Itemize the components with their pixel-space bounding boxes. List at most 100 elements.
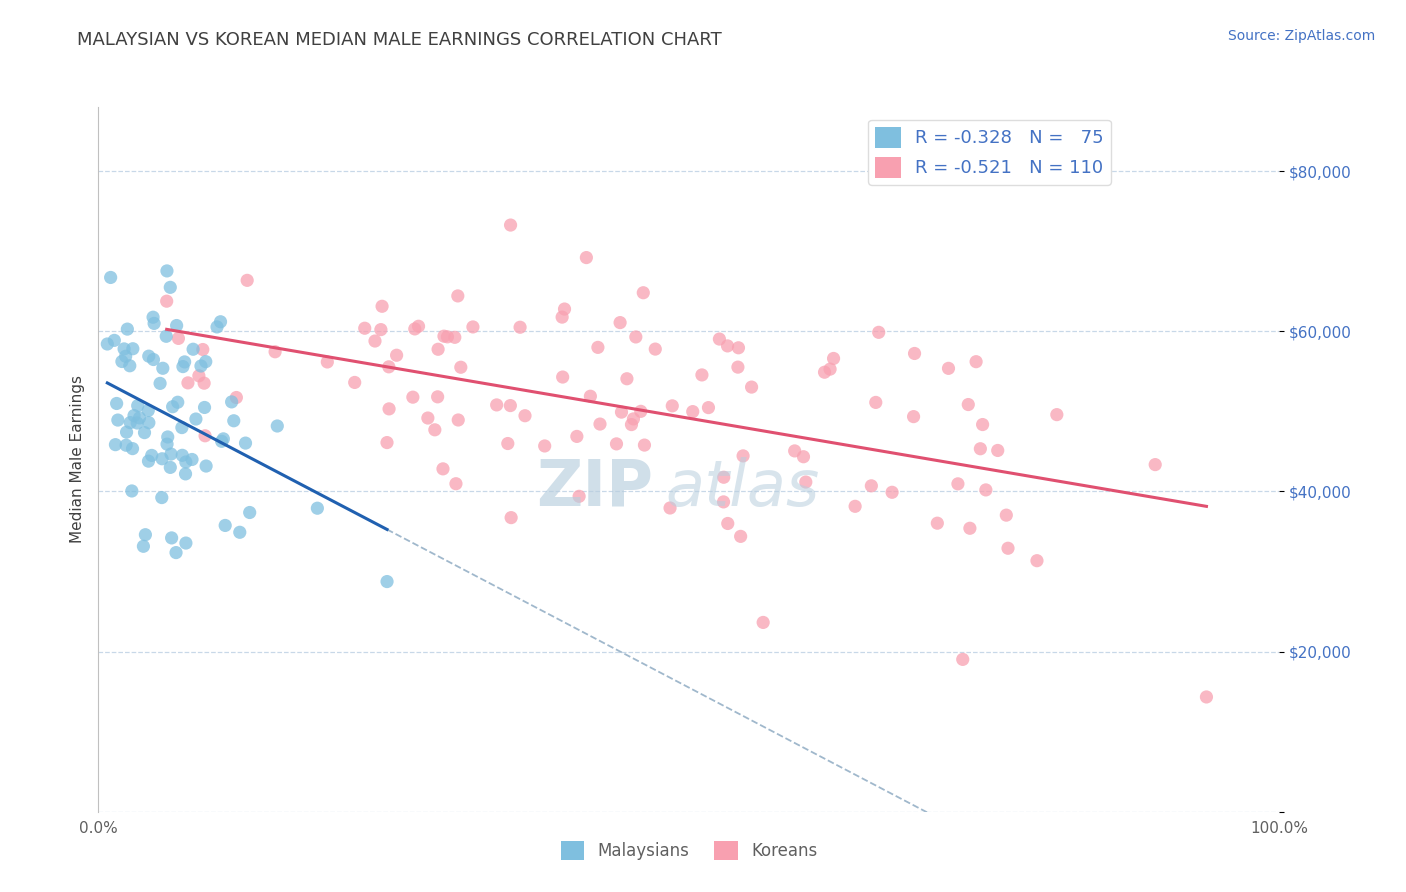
Point [823, 351, 845, 366]
Point [115, 438, 138, 452]
Point [727, 360, 749, 375]
Point [813, 365, 835, 379]
Point [865, 395, 887, 409]
Point [141, 449, 163, 463]
Point [190, 359, 212, 373]
Point [156, 294, 179, 309]
Point [172, 359, 194, 374]
Point [1026, 554, 1049, 568]
Point [995, 508, 1018, 523]
Point [166, 318, 188, 333]
Point [111, 354, 134, 368]
Point [191, 343, 214, 357]
Point [172, 448, 194, 462]
Point [752, 615, 775, 630]
Point [551, 310, 574, 325]
Point [316, 355, 339, 369]
Text: ZIP: ZIP [537, 457, 654, 518]
Point [165, 545, 187, 559]
Point [630, 404, 652, 418]
Point [709, 332, 731, 346]
Point [450, 360, 472, 375]
Point [741, 380, 763, 394]
Point [644, 342, 666, 356]
Point [114, 349, 136, 363]
Point [150, 451, 173, 466]
Point [100, 270, 122, 285]
Point [156, 437, 179, 451]
Point [697, 401, 720, 415]
Point [194, 354, 217, 368]
Point [177, 376, 200, 390]
Point [138, 454, 160, 468]
Point [214, 518, 236, 533]
Point [633, 285, 655, 300]
Point [266, 419, 288, 434]
Point [501, 510, 523, 524]
Point [138, 416, 160, 430]
Point [184, 412, 207, 426]
Point [575, 251, 598, 265]
Point [264, 344, 287, 359]
Point [193, 376, 215, 391]
Point [427, 343, 450, 357]
Point [903, 409, 925, 424]
Point [174, 467, 197, 481]
Legend: Malaysians, Koreans: Malaysians, Koreans [554, 834, 824, 867]
Point [783, 444, 806, 458]
Point [159, 460, 181, 475]
Point [134, 425, 156, 440]
Point [444, 476, 467, 491]
Point [485, 398, 508, 412]
Point [149, 376, 172, 391]
Point [579, 389, 602, 403]
Point [229, 525, 252, 540]
Point [969, 442, 991, 456]
Point [127, 416, 149, 430]
Point [115, 425, 138, 439]
Point [609, 316, 631, 330]
Point [195, 458, 218, 473]
Point [307, 501, 329, 516]
Point [624, 330, 647, 344]
Point [432, 462, 454, 476]
Y-axis label: Median Male Earnings: Median Male Earnings [69, 376, 84, 543]
Point [222, 414, 245, 428]
Point [965, 354, 987, 368]
Point [716, 339, 738, 353]
Point [513, 409, 536, 423]
Point [103, 334, 125, 348]
Point [155, 329, 177, 343]
Point [142, 310, 165, 325]
Point [117, 322, 139, 336]
Point [152, 361, 174, 376]
Point [353, 321, 375, 335]
Point [166, 395, 188, 409]
Point [193, 401, 215, 415]
Point [436, 330, 458, 344]
Point [132, 539, 155, 553]
Point [375, 574, 398, 589]
Point [170, 420, 193, 434]
Point [616, 372, 638, 386]
Point [554, 301, 576, 316]
Point [173, 355, 195, 369]
Point [717, 516, 740, 531]
Point [433, 329, 456, 343]
Point [121, 442, 143, 456]
Point [121, 342, 143, 356]
Point [972, 417, 994, 432]
Point [589, 417, 612, 431]
Point [385, 348, 408, 362]
Point [160, 531, 183, 545]
Point [946, 476, 969, 491]
Point [122, 409, 145, 423]
Point [112, 342, 135, 356]
Point [225, 391, 247, 405]
Point [447, 413, 470, 427]
Point [370, 323, 392, 337]
Point [792, 450, 814, 464]
Point [730, 529, 752, 543]
Point [620, 417, 643, 432]
Point [974, 483, 997, 497]
